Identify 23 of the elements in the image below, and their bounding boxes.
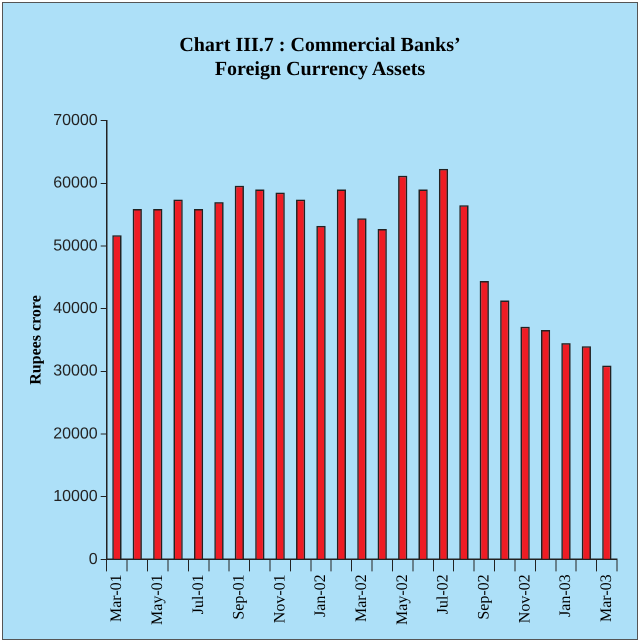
chart-title: Chart III.7 : Commercial Banks’ Foreign Currency Assets — [178, 33, 462, 81]
y-axis-title: Rupees crore — [28, 295, 45, 385]
y-tick-label: 60000 — [53, 174, 98, 192]
y-tick-label: 50000 — [53, 237, 98, 254]
x-tick-label: Jul-01 — [190, 574, 207, 614]
x-tick-label: Sep-02 — [476, 574, 493, 620]
x-tick-label: Jan-02 — [312, 574, 330, 617]
x-tick-label: Nov-02 — [516, 574, 534, 624]
x-tick-label: May-02 — [394, 574, 411, 625]
y-tick-label: 20000 — [53, 425, 98, 442]
y-tick-label: 10000 — [53, 488, 98, 506]
y-tick-label: 0 — [88, 550, 98, 568]
x-tick-label: Sep-01 — [230, 574, 248, 620]
x-tick-label: Mar-02 — [353, 574, 370, 622]
x-tick-label: Nov-01 — [271, 574, 288, 624]
x-tick-label: Jan-03 — [557, 574, 574, 617]
y-tick-label: 30000 — [53, 362, 98, 380]
y-tick-label: 70000 — [53, 112, 98, 130]
x-tick-label: May-01 — [148, 574, 166, 625]
y-tick-label: 40000 — [53, 300, 98, 318]
x-tick-label: Jul-02 — [434, 574, 452, 614]
x-tick-label: Mar-03 — [598, 574, 615, 622]
x-tick-label: Mar-01 — [108, 574, 126, 622]
